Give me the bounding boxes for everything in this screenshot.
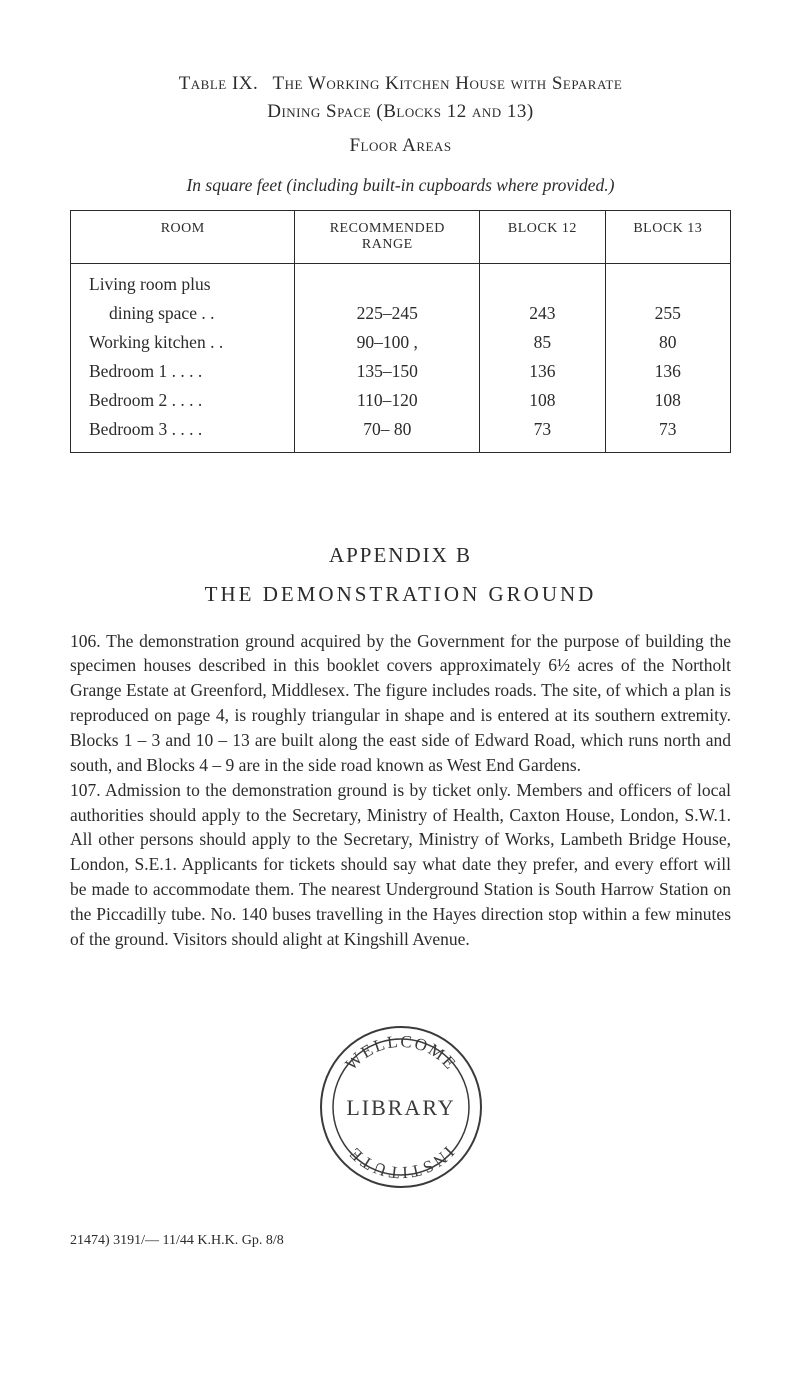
floor-areas-label: Floor Areas: [70, 135, 731, 157]
cell-range: 110–120: [295, 386, 480, 415]
cell-range: 225–245: [295, 299, 480, 328]
cell-b13: 80: [605, 328, 730, 357]
page: Table IX. The Working Kitchen House with…: [0, 0, 801, 1387]
appendix-title: APPENDIX B: [70, 543, 731, 568]
table-caption: Table IX. The Working Kitchen House with…: [106, 70, 696, 125]
cell-room: Bedroom 3 . . . .: [71, 415, 295, 453]
caption-line-2: Dining Space (Blocks 12 and 13): [267, 101, 534, 122]
cell-room: Bedroom 1 . . . .: [71, 357, 295, 386]
col-header-room: ROOM: [71, 210, 295, 263]
stamp-icon: WELLCOME LIBRARY INSTITUTE: [316, 1022, 486, 1192]
print-footer: 21474) 3191/— 11/44 K.H.K. Gp. 8/8: [70, 1233, 731, 1249]
table-header-row: ROOM RECOMMENDED RANGE BLOCK 12 BLOCK 13: [71, 210, 731, 263]
paragraph-107: 107. Admission to the demonstration grou…: [70, 778, 731, 952]
cell-b13: 255: [605, 299, 730, 328]
col-header-range: RECOMMENDED RANGE: [295, 210, 480, 263]
cell-b12: 136: [480, 357, 605, 386]
cell-range: 90–100 ,: [295, 328, 480, 357]
table-row: Living room plus: [71, 263, 731, 299]
table-row: Bedroom 1 . . . . 135–150 136 136: [71, 357, 731, 386]
cell-room: Working kitchen . .: [71, 328, 295, 357]
cell-b12: 243: [480, 299, 605, 328]
col-header-block13: BLOCK 13: [605, 210, 730, 263]
floor-areas-table: ROOM RECOMMENDED RANGE BLOCK 12 BLOCK 13…: [70, 210, 731, 453]
cell-room: Living room plus: [71, 263, 295, 299]
col-header-range-text: RECOMMENDED RANGE: [330, 221, 445, 252]
cell-b12: 73: [480, 415, 605, 453]
stamp-middle: LIBRARY: [346, 1095, 455, 1120]
cell-b12: 108: [480, 386, 605, 415]
caption-line-1: The Working Kitchen House with Separate: [273, 73, 623, 94]
cell-b13: [605, 263, 730, 299]
caption-prefix: Table IX.: [179, 73, 259, 94]
table-row: Bedroom 3 . . . . 70– 80 73 73: [71, 415, 731, 453]
cell-range: 135–150: [295, 357, 480, 386]
subcaption: In square feet (including built-in cupbo…: [70, 175, 731, 196]
cell-room: dining space . .: [71, 299, 295, 328]
cell-b13: 136: [605, 357, 730, 386]
table-row: Working kitchen . . 90–100 , 85 80: [71, 328, 731, 357]
section-title: THE DEMONSTRATION GROUND: [70, 582, 731, 607]
paragraph-106: 106. The demonstration ground acquired b…: [70, 629, 731, 778]
cell-range: [295, 263, 480, 299]
cell-b12: [480, 263, 605, 299]
library-stamp: WELLCOME LIBRARY INSTITUTE: [70, 1022, 731, 1197]
cell-b13: 73: [605, 415, 730, 453]
cell-b13: 108: [605, 386, 730, 415]
col-header-block12: BLOCK 12: [480, 210, 605, 263]
cell-b12: 85: [480, 328, 605, 357]
table-row: Bedroom 2 . . . . 110–120 108 108: [71, 386, 731, 415]
cell-room: Bedroom 2 . . . .: [71, 386, 295, 415]
table-row: dining space . . 225–245 243 255: [71, 299, 731, 328]
cell-range: 70– 80: [295, 415, 480, 453]
